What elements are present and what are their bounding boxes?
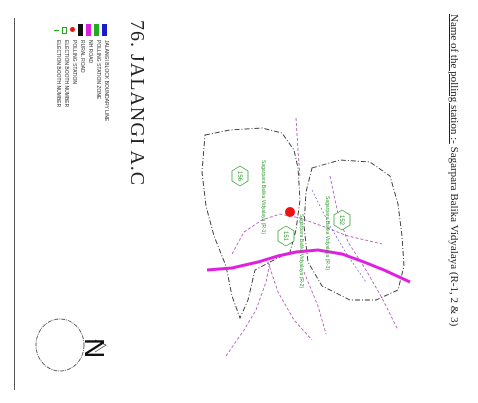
booth-marker: 151	[277, 225, 295, 247]
booth-marker: 156	[231, 165, 249, 187]
legend-swatch	[94, 24, 99, 36]
rural-road-3	[267, 261, 313, 341]
booth-marker: 152	[333, 209, 351, 231]
page-border	[14, 18, 15, 390]
rural-road-6	[303, 271, 327, 335]
north-arrow-label: N	[79, 338, 110, 359]
compass-circle	[35, 318, 85, 372]
booth-number: 156	[236, 171, 242, 182]
legend-item-nh-road: NH ROAD	[84, 22, 93, 280]
legend-swatch	[62, 27, 67, 34]
polling-station-marker	[285, 207, 295, 217]
legend-swatch	[78, 24, 83, 36]
booth-label: Sagarpara Balika Vidyalaya (R-1)	[260, 160, 266, 234]
booth-number: 151	[282, 231, 288, 242]
rural-road-1	[329, 175, 399, 331]
legend-item-rural-road: RURAL ROAD	[76, 22, 85, 280]
legend-swatch	[86, 24, 91, 36]
legend-item-ps-zone: POLLING STATION ZONE	[92, 22, 101, 280]
compass-arrow	[94, 339, 107, 353]
booth-label: Sagarpara Balika Vidyalaya (R-3)	[324, 196, 330, 270]
booth-number: 152	[338, 215, 344, 226]
rural-road-4	[295, 117, 301, 179]
zone-boundary-east	[303, 159, 405, 301]
legend-item-polling-station: POLLING STATION	[68, 22, 77, 280]
legend-item-booth-number: ELECTION BOOTH NUMBER	[60, 22, 69, 280]
block-boundary-line	[311, 189, 367, 283]
rural-road-2	[231, 213, 383, 255]
booth-label: Sagarpara Balika Vidyalaya (R-2)	[298, 214, 304, 288]
legend-item-booth-number-2: ELECTION BOOTH NUMBER	[52, 22, 61, 280]
legend-swatch	[102, 24, 107, 36]
map-legend: JALANGI BLOCK BOUNDARY LINE POLLING STAT…	[48, 22, 110, 280]
rural-road-5	[225, 261, 271, 357]
legend-swatch	[54, 30, 59, 31]
nh-road	[206, 248, 411, 284]
zone-boundary-west	[201, 127, 301, 320]
legend-swatch	[70, 27, 75, 32]
legend-item-boundary: JALANGI BLOCK BOUNDARY LINE	[100, 22, 109, 280]
